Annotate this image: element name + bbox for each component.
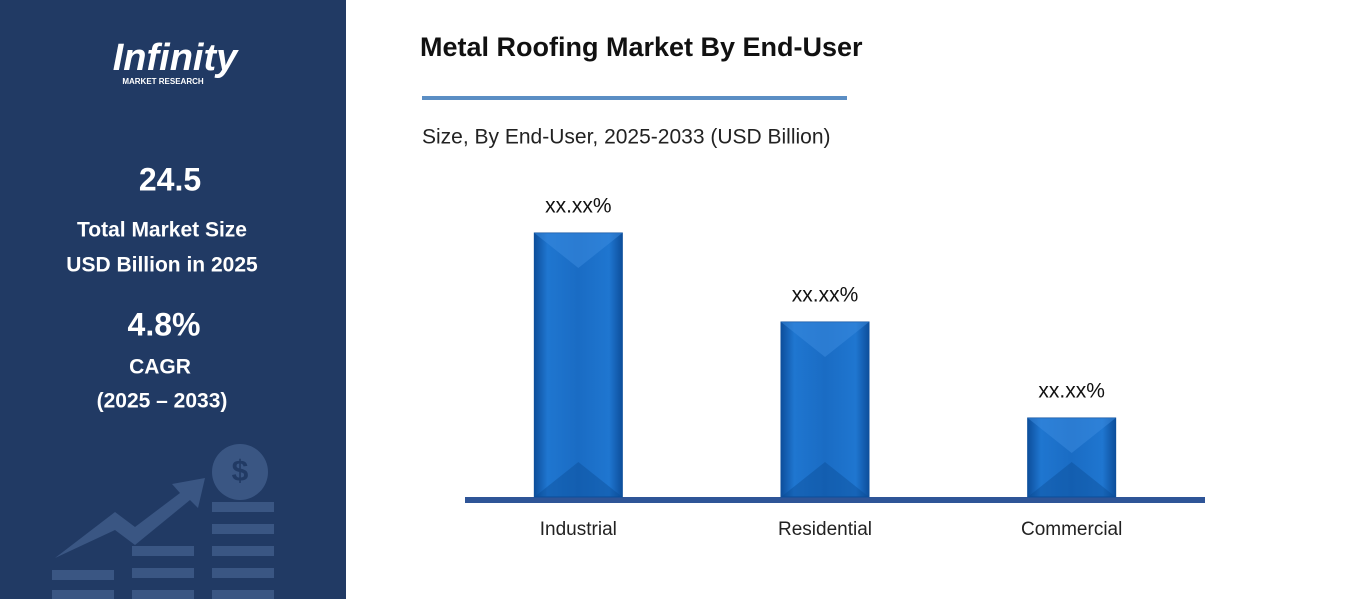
bar-bevel bbox=[1027, 418, 1116, 453]
cagr-period: (2025 – 2033) bbox=[97, 390, 228, 413]
chart-title: Metal Roofing Market By End-User bbox=[420, 32, 863, 62]
dollar-icon: $ bbox=[232, 455, 249, 488]
bar-bevel bbox=[1027, 462, 1116, 497]
bar-bevel bbox=[534, 233, 623, 268]
market-size: 24.5 bbox=[139, 161, 201, 197]
bar bbox=[533, 232, 623, 498]
x-tick-label: Residential bbox=[778, 519, 872, 540]
sidebar-icon bbox=[52, 444, 274, 599]
bar-bevel bbox=[781, 462, 869, 497]
data-label: xx.xx% bbox=[1038, 380, 1105, 403]
cagr: 4.8% bbox=[128, 306, 201, 342]
cagr-label: CAGR bbox=[129, 356, 191, 379]
data-label: xx.xx% bbox=[545, 195, 612, 218]
chart-subtitle: Size, By End-User, 2025-2033 (USD Billio… bbox=[422, 126, 831, 149]
data-label: xx.xx% bbox=[792, 284, 859, 307]
market-size-label: USD Billion in 2025 bbox=[66, 254, 258, 277]
bar-bevel bbox=[534, 462, 623, 497]
bar-bevel bbox=[781, 322, 869, 357]
logo-subtitle: MARKET RESEARCH bbox=[122, 77, 204, 86]
logo: Infinity bbox=[113, 37, 239, 79]
x-tick-label: Industrial bbox=[540, 519, 617, 540]
x-tick-label: Commercial bbox=[1021, 519, 1122, 540]
market-size-label: Total Market Size bbox=[77, 219, 247, 242]
